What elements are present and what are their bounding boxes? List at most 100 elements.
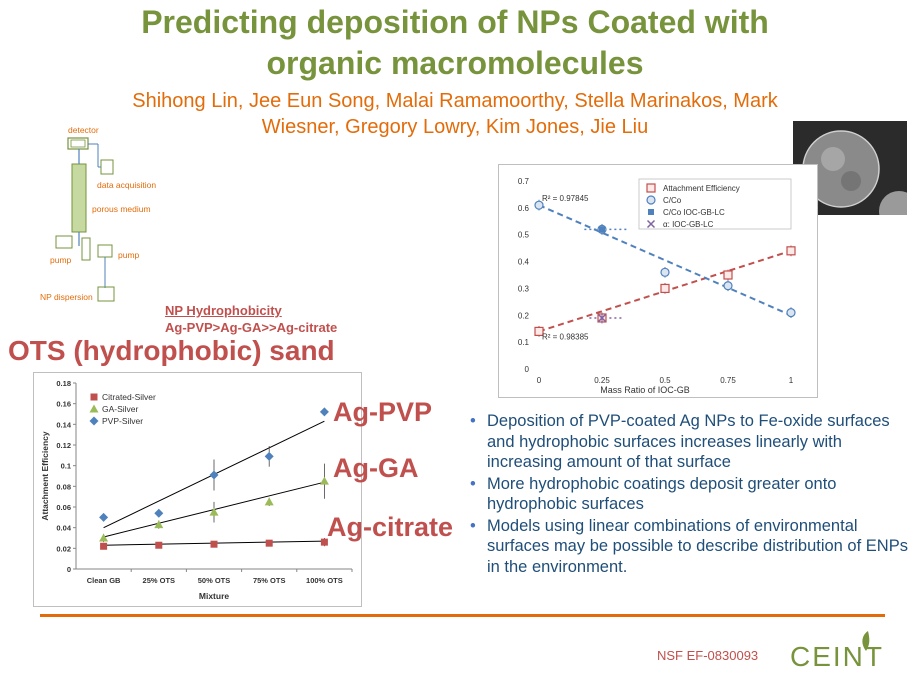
schematic-detector-label: detector [68, 125, 99, 135]
legend-marker [646, 195, 656, 205]
ots-chart: 0 0.02 0.04 0.06 0.08 0.1 0.12 0.14 0.16 0.18 Clea… [40, 379, 353, 601]
y-tick-label: 0.02 [56, 544, 71, 553]
bullet-icon: • [470, 412, 476, 430]
r2-annotation: R² = 0.97845 [542, 194, 589, 203]
data-point [320, 538, 328, 546]
leaf-icon [862, 631, 870, 651]
legend-marker [89, 416, 99, 426]
x-tick-label: 0.25 [594, 376, 610, 385]
y-tick-label: 0.12 [56, 441, 71, 450]
ioc-chart-frame: 0 0.1 0.2 0.3 0.4 0.5 0.6 0.7 0 0.25 0.5 0.75 1 Mass … [498, 164, 818, 398]
y-tick-label: 0.04 [56, 524, 71, 533]
valve-icon [81, 237, 91, 261]
legend-label: C/Co [663, 196, 682, 205]
schematic-pump-right-label: pump [118, 250, 140, 260]
legend-marker [89, 404, 99, 413]
y-tick-label: 0.5 [518, 231, 530, 240]
y-tick-label: 0.1 [518, 338, 530, 347]
computer-icon [100, 159, 114, 175]
bullet-item: • Deposition of PVP-coated Ag NPs to Fe-o… [470, 412, 890, 471]
data-point [210, 540, 218, 548]
x-tick-label: 50% OTS [198, 576, 231, 585]
data-point [660, 283, 670, 294]
x-axis-label: Mixture [199, 591, 230, 601]
data-point [319, 476, 329, 485]
legend-marker [646, 219, 656, 229]
legend-label: PVP-Silver [102, 416, 143, 426]
ioc-chart: 0 0.1 0.2 0.3 0.4 0.5 0.6 0.7 0 0.25 0.5 0.75 1 Mass … [518, 177, 796, 395]
x-tick-label: Clean GB [87, 576, 121, 585]
data-point [723, 281, 733, 291]
legend-label: α: IOC-GB-LC [663, 220, 714, 229]
conclusions-list: • Deposition of PVP-coated Ag NPs to Fe-o… [468, 411, 908, 578]
column-schematic: detector data acquisition porous medium … [40, 125, 156, 302]
x-tick-label: 0.75 [720, 376, 736, 385]
y-tick-label: 0.06 [56, 503, 71, 512]
slide-title-line1: Predicting deposition of NPs Coated with [141, 4, 769, 40]
data-point [264, 497, 274, 506]
schematic-porous-medium-label: porous medium [92, 204, 151, 214]
data-point [534, 326, 544, 336]
ceint-logo: CEINT [790, 631, 884, 673]
x-axis-label: Mass Ratio of IOC-GB [600, 385, 690, 395]
data-point [723, 270, 733, 280]
data-point [599, 226, 605, 233]
legend-marker [90, 393, 98, 401]
bullet-item: • More hydrophobic coatings deposit great… [470, 474, 837, 514]
data-point [319, 407, 329, 417]
legend-label: C/Co IOC-GB-LC [663, 208, 725, 217]
legend-label: GA-Silver [102, 404, 139, 414]
authors-line2: Wiesner, Gregory Lowry, Kim Jones, Jie L… [261, 116, 649, 138]
data-point [99, 533, 109, 542]
schematic-np-dispersion-label: NP dispersion [40, 292, 93, 302]
y-tick-label: 0 [67, 565, 71, 574]
legend-marker [646, 183, 656, 193]
y-tick-label: 0.1 [61, 462, 71, 471]
y-tick-label: 0.14 [56, 420, 71, 429]
x-tick-label: 0.5 [659, 376, 671, 385]
ots-chart-frame: 0 0.02 0.04 0.06 0.08 0.1 0.12 0.14 0.16 0.18 Clea… [33, 372, 362, 607]
authors-line1: Shihong Lin, Jee Eun Song, Malai Ramamoo… [132, 90, 778, 112]
hydrophobicity-order: Ag-PVP>Ag-GA>>Ag-citrate [165, 320, 338, 335]
data-point [100, 542, 108, 550]
y-tick-label: 0.4 [518, 258, 530, 267]
data-point [660, 267, 670, 277]
schematic-data-acquisition-label: data acquisition [97, 180, 156, 190]
data-point [265, 539, 273, 547]
data-point [264, 451, 274, 461]
data-point [99, 512, 109, 522]
hydrophobicity-heading: NP Hydrophobicity [165, 303, 282, 318]
y-tick-label: 0.3 [518, 284, 530, 293]
y-tick-label: 0 [525, 365, 530, 374]
slide-title-line2: organic macromolecules [266, 45, 644, 81]
label-ag-ga: Ag-GA [333, 453, 419, 483]
y-tick-label: 0.08 [56, 482, 71, 491]
y-tick-label: 0.16 [56, 400, 71, 409]
r2-annotation: R² = 0.98385 [542, 332, 589, 341]
data-point [534, 200, 544, 210]
x-tick-label: 1 [789, 376, 794, 385]
data-point [786, 308, 796, 318]
label-ag-citrate: Ag-citrate [327, 512, 454, 542]
data-point [209, 507, 219, 516]
bullet-icon: • [470, 516, 476, 535]
bullet-item: • Models using linear combinations of env… [470, 516, 908, 576]
data-point [154, 520, 164, 529]
x-tick-label: 100% OTS [306, 576, 343, 585]
np-dispersion-vessel [97, 286, 115, 302]
ots-heading: OTS (hydrophobic) sand [8, 335, 335, 366]
data-point [597, 313, 607, 323]
trend-line [538, 204, 792, 317]
data-point [155, 541, 163, 549]
data-point [786, 246, 796, 256]
x-tick-label: 0 [537, 376, 542, 385]
x-tick-label: 75% OTS [253, 576, 286, 585]
y-tick-label: 0.7 [518, 177, 530, 186]
y-axis-label: Attachment Efficiency [40, 431, 50, 521]
legend-marker [648, 209, 654, 215]
footer-divider [40, 614, 885, 617]
y-tick-label: 0.2 [518, 311, 530, 320]
bullet-icon: • [470, 474, 476, 493]
grant-number: NSF EF-0830093 [657, 648, 759, 663]
legend-label: Attachment Efficiency [663, 184, 740, 193]
